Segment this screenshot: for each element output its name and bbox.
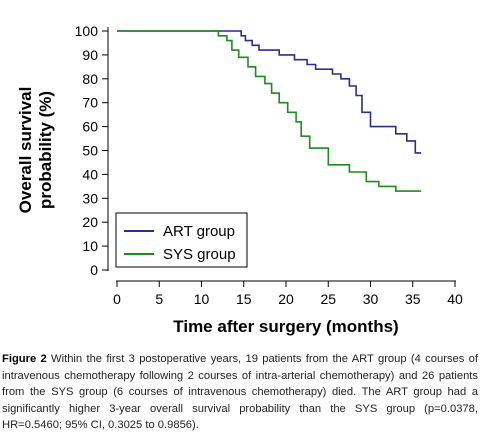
y-axis-label: Overall survival probability (%) <box>16 87 55 214</box>
x-tick-label-25: 25 <box>320 291 336 307</box>
legend-box <box>115 212 248 268</box>
y-tick-label-40: 40 <box>82 166 98 182</box>
y-tick-label-50: 50 <box>82 143 98 159</box>
x-axis-label: Time after surgery (months) <box>173 317 398 336</box>
x-tick-label-10: 10 <box>194 291 210 307</box>
y-tick-label-90: 90 <box>82 47 98 63</box>
legend-label-sys-group: SYS group <box>163 246 236 263</box>
x-tick-label-0: 0 <box>113 291 121 307</box>
legend: ART group SYS group <box>115 212 248 268</box>
x-tick-label-30: 30 <box>363 291 379 307</box>
chart-svg: Overall survival probability (%) 0 10 20 30 4… <box>16 23 463 336</box>
series-layer <box>117 30 422 192</box>
y-axis-label-line-2: probability (%) <box>36 91 55 209</box>
x-tick-label-5: 5 <box>155 291 163 307</box>
y-tick-label-20: 20 <box>82 214 98 230</box>
y-tick-label-30: 30 <box>82 190 98 206</box>
survival-chart: Overall survival probability (%) 0 10 20 30 4… <box>16 23 463 336</box>
caption-text: Within the first 3 postoperative years, … <box>2 353 479 431</box>
y-tick-label-100: 100 <box>75 23 99 39</box>
x-tick-label-40: 40 <box>447 291 463 307</box>
y-tick-label-70: 70 <box>82 95 98 111</box>
x-tick-label-20: 20 <box>278 291 294 307</box>
caption-label: Figure 2 <box>2 353 47 365</box>
legend-label-art-group: ART group <box>163 223 235 240</box>
y-axis-label-line-1: Overall survival <box>16 87 35 214</box>
x-tick-label-15: 15 <box>236 291 252 307</box>
ticks: 0 10 20 30 40 50 60 70 80 90 100 0 5 10 15 20 25 30 35 40 <box>75 23 463 307</box>
x-tick-label-35: 35 <box>405 291 421 307</box>
series-line-art-group <box>117 30 422 154</box>
y-tick-label-80: 80 <box>82 71 98 87</box>
figure-caption: Figure 2 Within the first 3 postoperativ… <box>2 351 478 434</box>
y-tick-label-10: 10 <box>82 238 98 254</box>
series-line-sys-group <box>117 30 422 192</box>
y-tick-label-60: 60 <box>82 119 98 135</box>
y-tick-label-0: 0 <box>90 262 98 278</box>
